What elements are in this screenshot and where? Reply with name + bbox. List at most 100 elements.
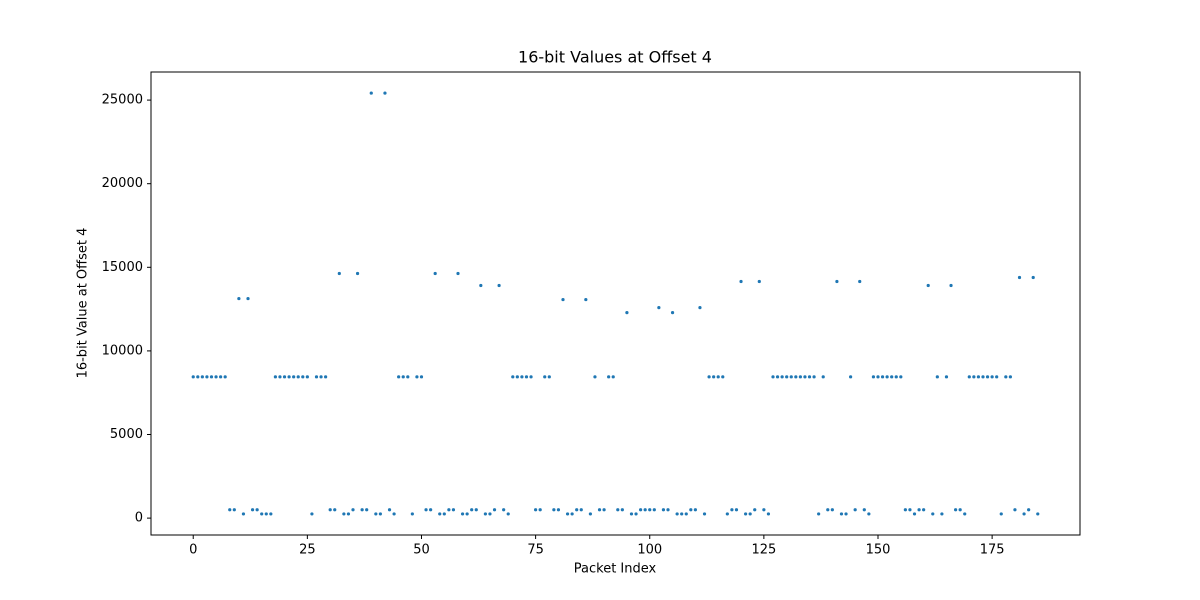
point [337,271,341,276]
point [976,375,981,379]
point [561,297,565,302]
point [972,375,976,379]
point [780,375,784,379]
y-tick-label: 20000 [102,176,143,191]
point [260,512,264,516]
point [812,375,816,379]
point [1027,508,1031,512]
point [324,375,328,379]
point [853,508,857,512]
point [1017,275,1022,280]
point [579,508,583,512]
point [903,508,907,512]
point [438,512,442,516]
point [990,375,994,379]
point [314,375,319,379]
point [547,375,551,379]
y-axis-label: 16-bit Value at Offset 4 [76,228,91,379]
point [264,512,268,516]
point [433,271,437,276]
point [753,508,757,512]
point [876,375,880,379]
point [465,512,469,516]
point [575,508,579,512]
point [999,512,1003,516]
point [383,91,387,95]
point [255,508,259,512]
point [415,375,419,379]
point [269,512,273,516]
point [652,508,656,512]
point [1036,512,1040,516]
point [931,512,935,516]
point [926,283,930,288]
point [830,508,834,512]
point [552,508,556,512]
point [1031,275,1035,280]
point [963,512,967,516]
point [483,512,487,516]
point [849,375,853,379]
point [725,512,729,516]
point [196,375,200,379]
point [734,508,739,512]
point [762,508,766,512]
y-tick-label: 0 [135,511,143,526]
point [995,375,999,379]
point [744,512,748,516]
point [474,508,478,512]
point [712,375,716,379]
point [611,375,615,379]
point [451,508,456,512]
point [351,508,355,512]
point [273,375,277,379]
x-axis-label: Packet Index [574,562,657,577]
point [534,508,538,512]
point [424,508,428,512]
point [643,508,647,512]
point [232,508,236,512]
point [342,512,346,516]
point [775,375,780,379]
point [602,508,606,512]
y-tick-label: 25000 [102,93,143,108]
point [739,279,743,284]
point [278,375,282,379]
point [666,508,670,512]
point [981,375,985,379]
point [689,508,693,512]
point [588,512,592,516]
point [675,512,679,516]
point [250,508,255,512]
point [908,508,912,512]
point [538,508,542,512]
point [511,375,515,379]
point [661,508,666,512]
point [789,375,793,379]
point [648,508,652,512]
x-tick-label: 50 [413,543,430,558]
point [639,508,643,512]
point [620,508,624,512]
point [355,271,360,276]
point [543,375,547,379]
point [794,375,798,379]
point [374,512,378,516]
point [529,375,533,379]
point [301,375,305,379]
point [406,375,410,379]
point [470,508,474,512]
point [817,512,821,516]
point [479,283,483,288]
point [237,296,241,301]
point [657,305,661,310]
point [967,375,971,379]
point [625,311,629,315]
point [922,508,926,512]
point [397,375,401,379]
point [333,508,337,512]
x-tick-label: 125 [751,543,776,558]
x-tick-label: 100 [637,543,662,558]
point [917,508,921,512]
